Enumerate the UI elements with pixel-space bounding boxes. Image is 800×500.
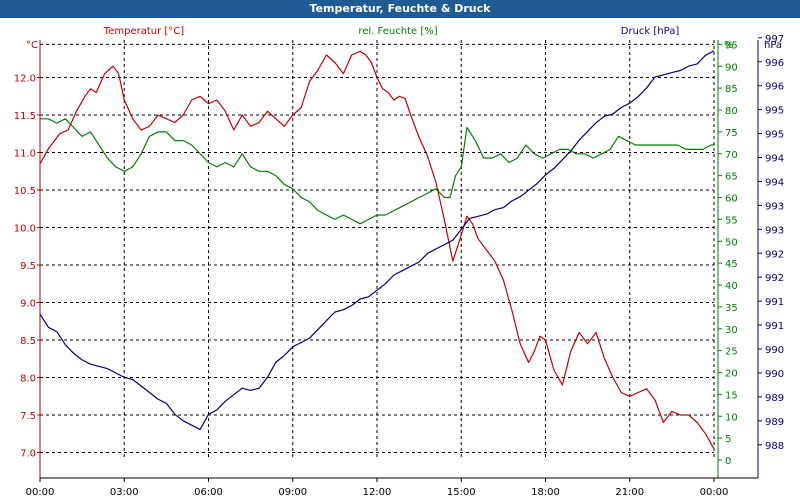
pressure-tick-label: 996: [765, 82, 784, 93]
humidity-tick-label: 20: [725, 369, 738, 380]
humidity-tick-label: 45: [725, 259, 738, 270]
pressure-unit-label: hPa: [764, 40, 782, 51]
time-tick-label: 12:00: [363, 487, 392, 498]
humidity-tick-label: 90: [725, 62, 738, 73]
pressure-tick-label: 993: [765, 201, 784, 212]
temperature-tick-label: 8.5: [20, 336, 36, 347]
legend-temperature: Temperatur [°C]: [103, 26, 184, 37]
humidity-tick-label: 85: [725, 84, 738, 95]
humidity-tick-label: 10: [725, 412, 738, 423]
pressure-tick-label: 992: [765, 249, 784, 260]
time-tick-label: 03:00: [110, 487, 139, 498]
temperature-tick-label: 11.0: [14, 149, 36, 160]
pressure-axis-ticks: 988 989 989 990 990 991 991 992 992 993 993 994 994 9…: [758, 34, 784, 452]
pressure-tick-label: 991: [765, 321, 784, 332]
humidity-tick-label: 30: [725, 325, 738, 336]
temperature-tick-label: 7.0: [20, 449, 36, 460]
humidity-tick-label: 35: [725, 303, 738, 314]
pressure-tick-label: 989: [765, 393, 784, 404]
chart: 7.0 7.5 8.0 8.5 9.0 9.5 10.0 10.5 11.0 11.5 12.0 0…: [14, 26, 784, 498]
pressure-tick-label: 990: [765, 369, 784, 380]
humidity-tick-label: 55: [725, 215, 738, 226]
time-tick-label: 00:00: [26, 487, 55, 498]
humidity-tick-label: 70: [725, 150, 738, 161]
pressure-tick-label: 993: [765, 225, 784, 236]
pressure-tick-label: 990: [765, 345, 784, 356]
pressure-line: [39, 50, 715, 431]
time-axis-ticks: 00:0029.12.2203:0029.12.2206:0029.12.220…: [26, 478, 729, 498]
temperature-tick-label: 7.5: [20, 411, 36, 422]
time-tick-label: 00:00: [700, 487, 729, 498]
temperature-tick-label: 9.5: [20, 261, 36, 272]
temperature-unit-label: °C: [26, 40, 38, 51]
time-tick-label: 15:00: [447, 487, 476, 498]
temperature-tick-label: 12.0: [14, 74, 36, 85]
grid-lines: [40, 40, 715, 460]
humidity-tick-label: 60: [725, 194, 738, 205]
humidity-axis-ticks: 0 5 10 15 20 25 30 35 40 45 50 55 60 65 70 75 80 85 90 95: [718, 40, 738, 467]
humidity-tick-label: 65: [725, 172, 738, 183]
humidity-unit-label: %: [724, 40, 734, 51]
legend-humidity: rel. Feuchte [%]: [358, 26, 437, 37]
temperature-tick-label: 9.0: [20, 299, 36, 310]
humidity-tick-label: 0: [725, 456, 731, 467]
window-title: Temperatur, Feuchte & Druck: [0, 0, 800, 18]
pressure-tick-label: 994: [765, 177, 784, 188]
time-tick-label: 21:00: [615, 487, 644, 498]
temperature-tick-label: 11.5: [14, 111, 36, 122]
pressure-tick-label: 995: [765, 130, 784, 141]
pressure-tick-label: 989: [765, 417, 784, 428]
pressure-tick-label: 996: [765, 58, 784, 69]
time-tick-label: 09:00: [278, 487, 307, 498]
humidity-tick-label: 15: [725, 390, 738, 401]
data-series: [39, 50, 715, 450]
temperature-tick-label: 10.5: [14, 186, 36, 197]
temperature-tick-label: 8.0: [20, 374, 36, 385]
humidity-tick-label: 75: [725, 128, 738, 139]
pressure-tick-label: 994: [765, 154, 784, 165]
pressure-tick-label: 991: [765, 297, 784, 308]
humidity-tick-label: 95: [725, 40, 738, 51]
humidity-tick-label: 40: [725, 281, 738, 292]
pressure-tick-label: 992: [765, 273, 784, 284]
time-tick-label: 18:00: [531, 487, 560, 498]
pressure-tick-label: 997: [765, 34, 784, 45]
axis-lines: [39, 40, 759, 479]
humidity-tick-label: 50: [725, 237, 738, 248]
temperature-line: [39, 50, 715, 450]
temperature-axis-ticks: 7.0 7.5 8.0 8.5 9.0 9.5 10.0 10.5 11.0 11.5 12.0: [14, 74, 40, 460]
pressure-tick-label: 995: [765, 106, 784, 117]
time-tick-label: 06:00: [194, 487, 223, 498]
temperature-tick-label: 10.0: [14, 224, 36, 235]
humidity-tick-label: 80: [725, 106, 738, 117]
legend-pressure: Druck [hPa]: [621, 26, 680, 37]
humidity-tick-label: 25: [725, 347, 738, 358]
humidity-tick-label: 5: [725, 434, 731, 445]
humidity-line: [40, 118, 714, 225]
pressure-tick-label: 988: [765, 441, 784, 452]
